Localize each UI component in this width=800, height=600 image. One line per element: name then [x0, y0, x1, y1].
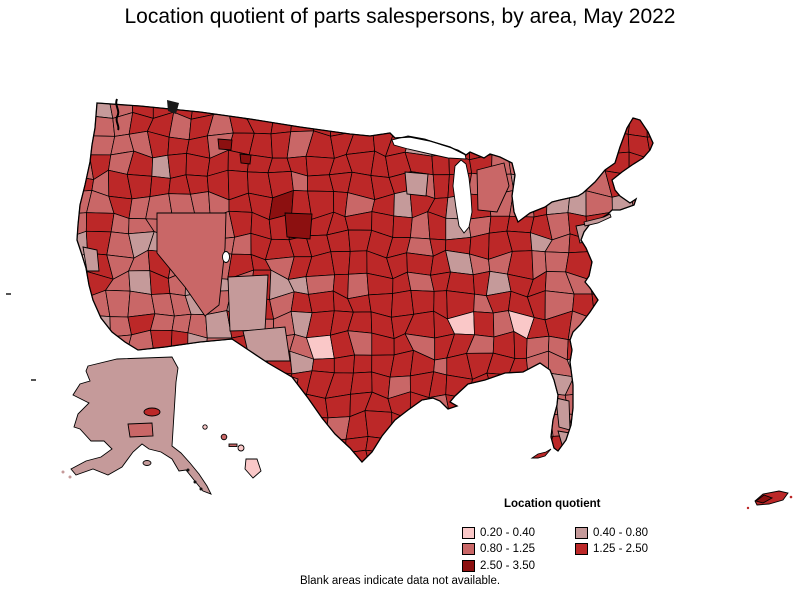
legend-label: 1.25 - 2.50 — [593, 543, 648, 556]
far-west-islet-1 — [6, 293, 11, 295]
alaska-anchorage-area — [127, 422, 154, 438]
lake-michigan — [452, 159, 473, 234]
great-salt-lake — [222, 251, 230, 263]
panhandle-island-2 — [193, 480, 197, 484]
legend-label: 2.50 - 3.50 — [480, 559, 535, 572]
legend-item: 2.50 - 3.50 — [462, 559, 575, 572]
mn-dark-spot — [239, 153, 252, 165]
nd-dark-spot — [217, 138, 233, 151]
legend-label: 0.40 - 0.80 — [593, 527, 648, 539]
legend-swatch-2.50-3.50 — [462, 559, 475, 572]
panhandle-island-1 — [186, 468, 190, 472]
legend-swatch-0.20-0.40 — [462, 527, 475, 539]
aleutian-island-1 — [61, 470, 65, 474]
florida-keys — [530, 448, 552, 459]
lake-superior — [391, 135, 467, 160]
vieques — [789, 495, 793, 499]
puerto-rico-dark-area — [755, 494, 774, 504]
hawaii-inset — [202, 424, 262, 479]
hawaii-big-island — [244, 458, 262, 479]
legend-swatch-0.80-1.25 — [462, 543, 475, 556]
mainland-outline — [76, 102, 654, 463]
mona-island — [746, 506, 750, 510]
legend-item: 0.20 - 0.40 — [462, 527, 575, 539]
bay-area-mauve — [82, 246, 100, 272]
puget-sound-boundaries — [115, 98, 120, 131]
maui — [237, 444, 245, 452]
nw-new-mexico — [242, 326, 291, 362]
north-cascades-dense-area — [167, 100, 179, 114]
legend-item: 0.40 - 0.80 — [575, 527, 648, 539]
north-michigan-salmon — [476, 162, 510, 213]
utah-plateau — [227, 274, 269, 332]
legend-item: 0.80 - 1.25 — [462, 543, 575, 556]
nevada — [156, 212, 227, 317]
legend: 0.20 - 0.40 0.80 - 1.25 2.50 - 3.50 0.40… — [462, 527, 648, 576]
sandhills-dark — [284, 212, 313, 240]
far-west-islet-2 — [31, 379, 36, 381]
legend-swatch-1.25-2.50 — [575, 543, 588, 556]
panhandle-island-3 — [199, 487, 203, 491]
legend-title: Location quotient — [504, 498, 601, 510]
legend-label: 0.80 - 1.25 — [480, 543, 535, 556]
alaska-fairbanks-area — [143, 407, 161, 417]
kauai — [202, 424, 208, 430]
puerto-rico-inset — [746, 490, 793, 510]
molokai — [228, 443, 238, 447]
alaska-inset — [6, 293, 212, 495]
footnote: Blank areas indicate data not available. — [299, 575, 501, 587]
kodiak-island — [142, 460, 152, 466]
oahu — [220, 433, 228, 441]
georgia-pink — [501, 385, 519, 400]
legend-item: 1.25 - 2.50 — [575, 543, 648, 556]
wisconsin-mauve — [404, 171, 429, 197]
long-island — [583, 213, 612, 227]
page-title: Location quotient of parts salespersons,… — [124, 5, 676, 28]
legend-swatch-0.40-0.80 — [575, 527, 588, 539]
legend-label: 0.20 - 0.40 — [480, 527, 535, 539]
great-lakes — [222, 135, 473, 263]
aleutian-island-2 — [68, 475, 72, 479]
